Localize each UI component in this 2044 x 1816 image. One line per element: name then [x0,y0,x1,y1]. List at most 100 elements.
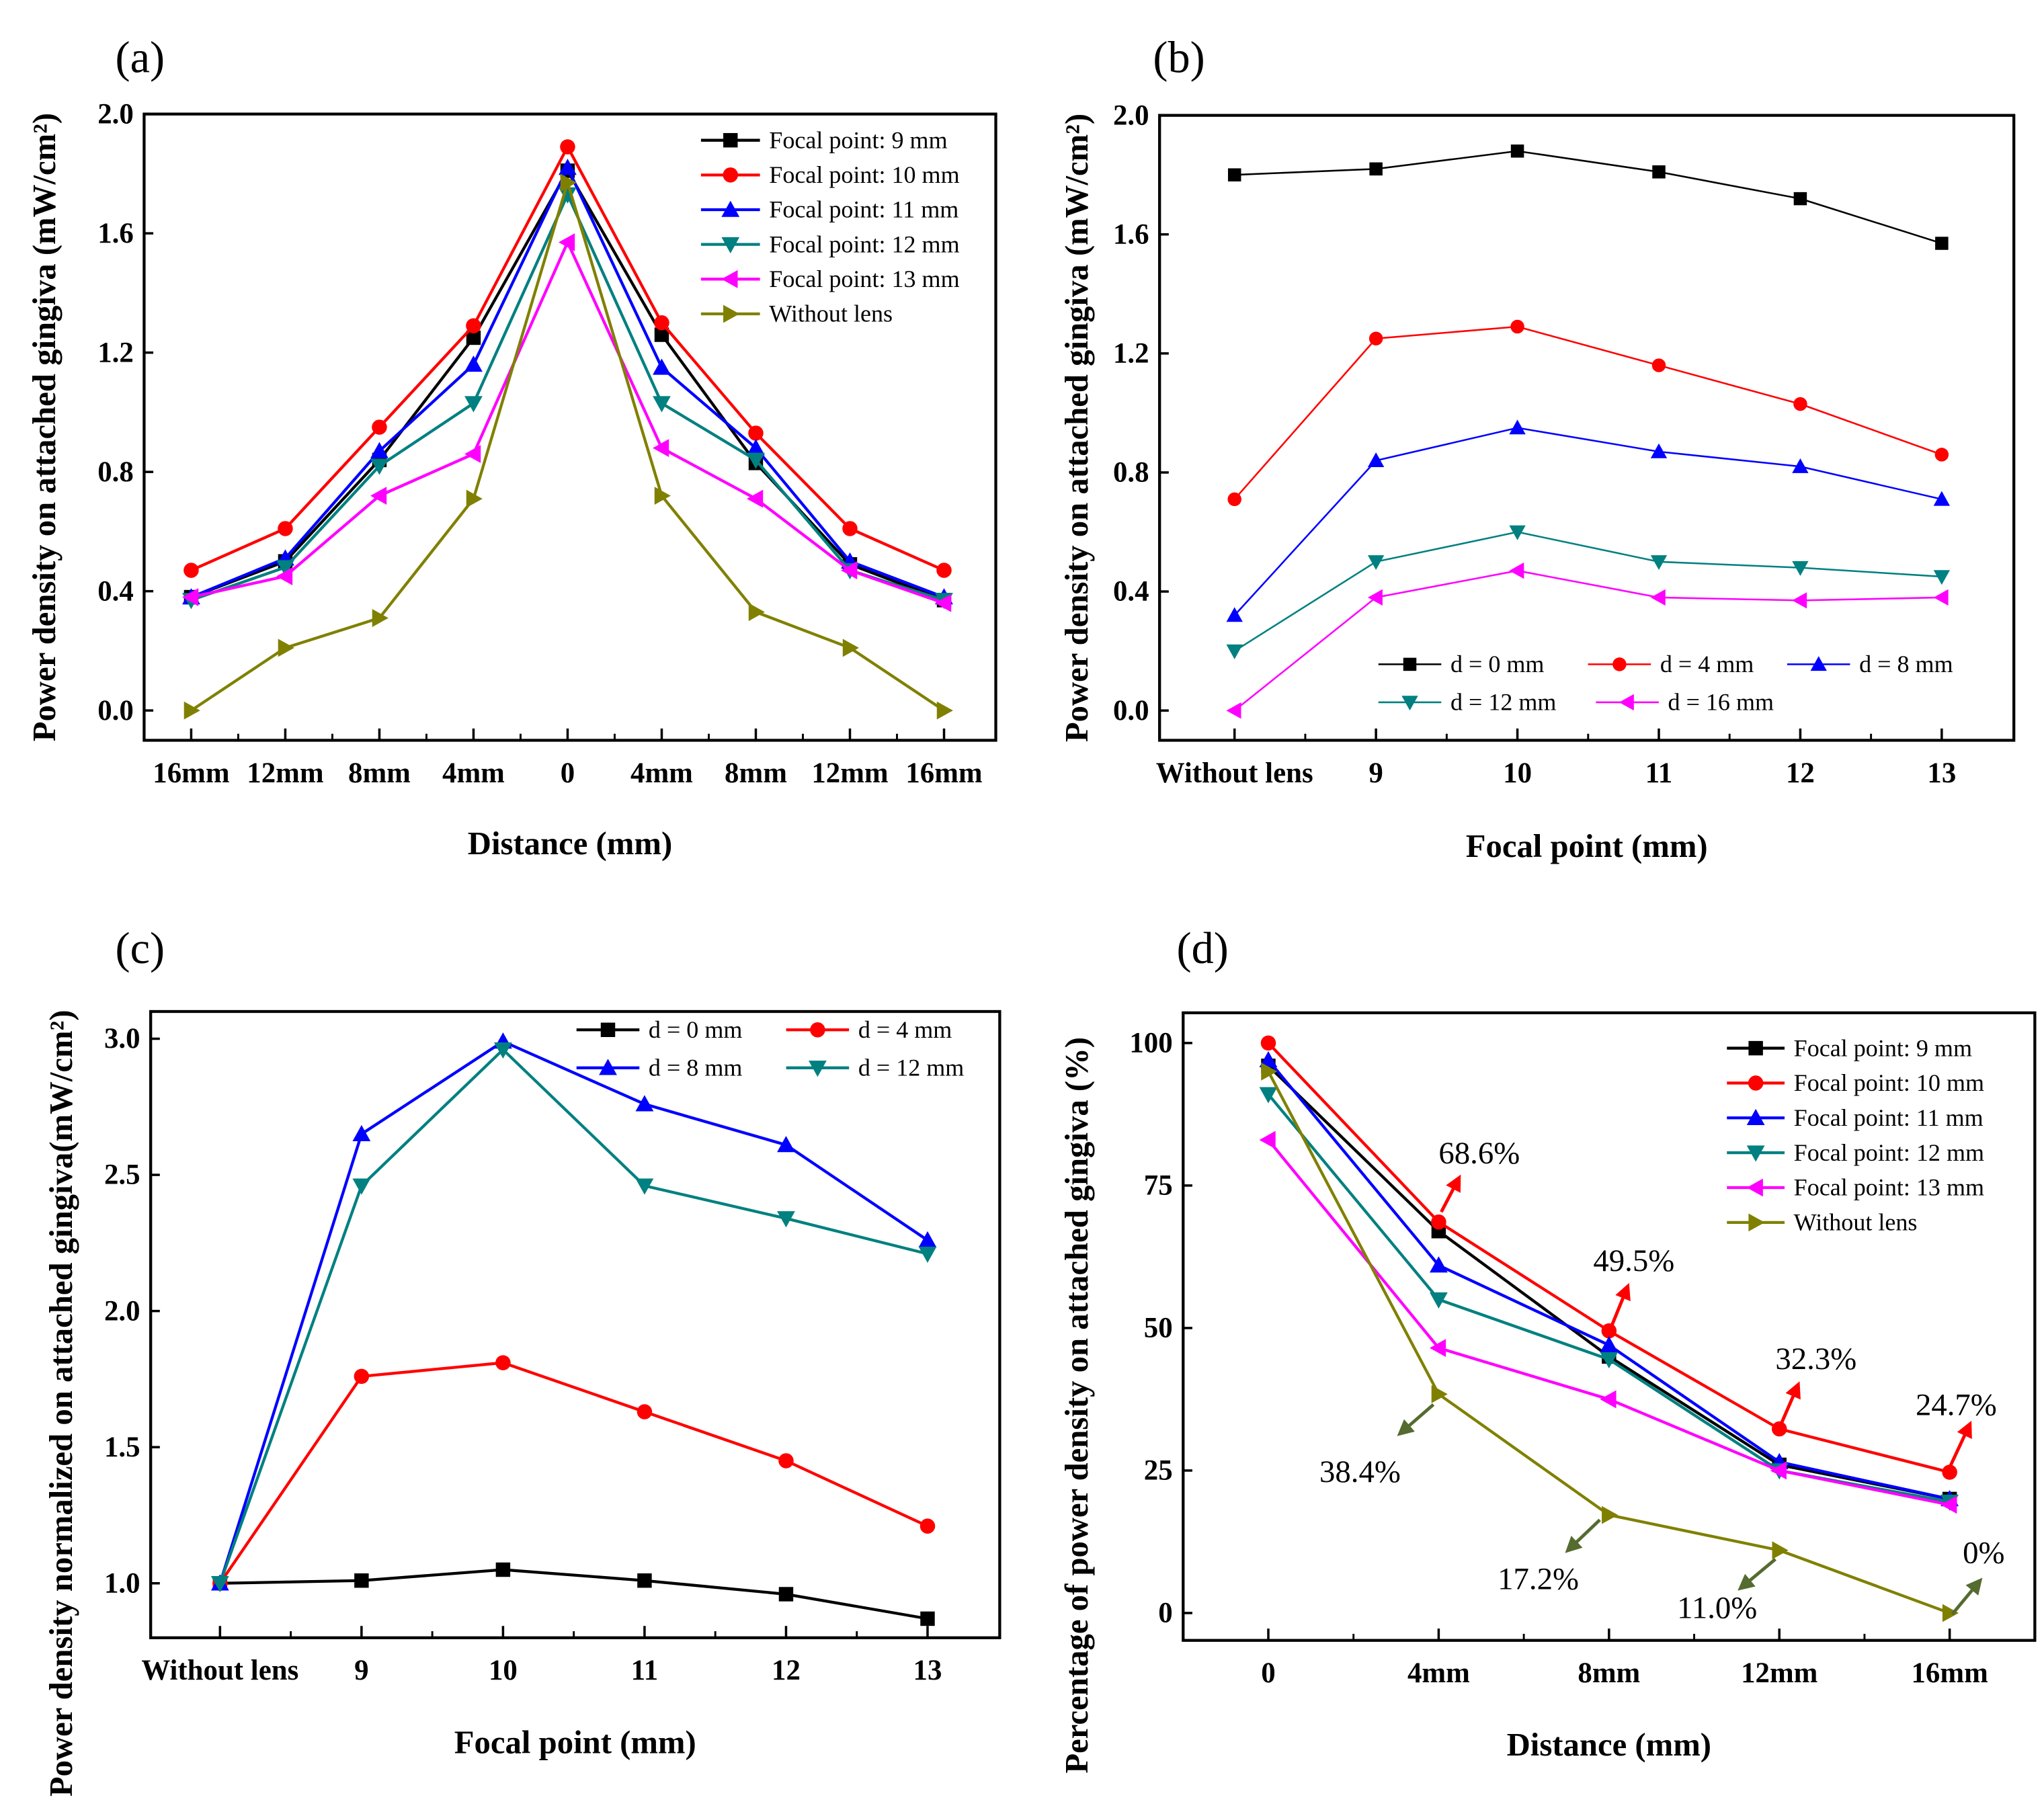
y-tick-label: 2.0 [1113,99,1149,131]
legend-item: d = 0 mm [1378,651,1544,677]
annotation-arrow [1951,1577,1983,1616]
data-point [1510,319,1524,334]
series-line [218,1361,928,1584]
data-point [1934,448,1949,462]
series-1 [183,139,952,578]
legend-label: d = 4 mm [1660,651,1754,677]
legend-item: d = 8 mm [1787,651,1953,677]
data-point [778,1587,794,1602]
series-2 [1226,419,1951,622]
data-point [559,233,575,251]
data-point [1933,589,1949,606]
series-line [1234,150,1943,245]
legend: d = 0 mm d = 4 mm d = 8 mm d = 12 mm d = 16 … [1378,651,1953,716]
series-4 [182,233,952,612]
legend-label: Focal point: 13 mm [1794,1174,1984,1201]
annotation-arrow [1607,1282,1631,1333]
data-point [841,561,858,579]
legend-label: d = 12 mm [858,1055,965,1081]
series-4 [1259,1130,1957,1514]
data-point [747,489,764,508]
legend-label: d = 4 mm [858,1016,952,1043]
x-tick-label: Without lens [141,1655,298,1686]
data-point [1650,555,1668,570]
legend-marker [723,304,740,323]
legend-label: Focal point: 9 mm [1794,1034,1972,1061]
y-tick-label: 1.6 [97,218,134,249]
legend-marker [600,1022,616,1038]
panel-d: (d) 0 25 50 75 100 0 4mm 8mm 12mm 16mm Distance (mm… [1059,924,2037,1774]
data-point [464,445,481,463]
data-point [1509,525,1526,540]
data-point [1792,458,1809,473]
annotation-label: 17.2% [1498,1562,1579,1597]
data-point [1367,589,1383,606]
data-point [493,1042,512,1059]
x-tick-label: 4mm [1407,1657,1470,1689]
series-line [190,177,945,712]
annotation-label: 68.6% [1438,1136,1520,1171]
data-point [918,1246,937,1263]
data-point [1260,1035,1276,1051]
data-point [1429,1292,1448,1309]
y-axis-title: Power density on attached gingiva (mW/cm… [26,113,63,741]
legend-marker [1748,1213,1765,1232]
data-point [1933,570,1951,585]
data-point [466,489,483,508]
annotation-label: 11.0% [1677,1591,1757,1626]
legend-item: d = 16 mm [1596,689,1774,716]
legend-label: d = 8 mm [1859,651,1953,677]
x-tick-label: 12mm [1741,1657,1817,1689]
y-tick-label: 0.0 [1113,695,1149,727]
legend-label: Without lens [1794,1209,1918,1236]
legend-label: Focal point: 9 mm [769,126,947,153]
y-tick-label: 0 [1158,1598,1172,1629]
data-point [842,521,858,536]
x-tick-label: 9 [1368,757,1383,789]
x-tick-label: 0 [561,757,575,789]
data-point [1770,1461,1787,1480]
data-point [653,358,671,375]
panel-label: (d) [1177,924,1229,973]
data-point [1226,607,1243,622]
panel-a: (a) 0.0 0.4 0.8 1.2 1.6 2.0 16mm 12mm 8mm 4mm 0 4mm 8… [26,33,997,862]
data-point [1431,1385,1448,1403]
y-tick-label: 2.5 [104,1159,140,1191]
data-point [1227,492,1241,507]
legend-item: d = 12 mm [786,1055,965,1081]
y-tick-label: 0.8 [97,456,134,488]
y-tick-label: 25 [1144,1455,1173,1487]
annotation: 11.0% [1677,1557,1776,1626]
data-point [653,439,669,458]
data-point [495,1562,511,1577]
data-point [354,1368,370,1385]
data-point [372,609,389,627]
legend-item: d = 12 mm [1378,689,1556,716]
legend-marker [1612,657,1627,671]
series-1 [212,1355,936,1592]
legend-item: Focal point: 9 mm [700,126,948,153]
data-point [747,439,765,456]
data-point [777,1136,795,1153]
data-point [1509,419,1526,435]
data-point [1792,561,1809,576]
annotation: 68.6% [1438,1136,1520,1213]
data-point [919,1518,936,1534]
x-axis-title: Distance (mm) [468,825,672,862]
series-5 [1261,1062,1959,1622]
legend-marker [721,270,738,288]
annotation-arrow [1777,1381,1801,1429]
data-point [1509,562,1524,579]
series-5 [183,173,953,720]
legend-marker [1401,696,1418,711]
data-point [354,1573,369,1588]
annotation-label: 0% [1963,1536,2004,1571]
data-point [1259,1130,1276,1149]
data-point [653,396,671,413]
legend-marker [1403,657,1417,671]
y-axis-title: Percentage of power density on attached … [1059,1037,1095,1774]
data-point [276,567,293,585]
data-point [495,1355,511,1370]
series-2 [182,159,953,605]
series-line [1233,325,1943,500]
